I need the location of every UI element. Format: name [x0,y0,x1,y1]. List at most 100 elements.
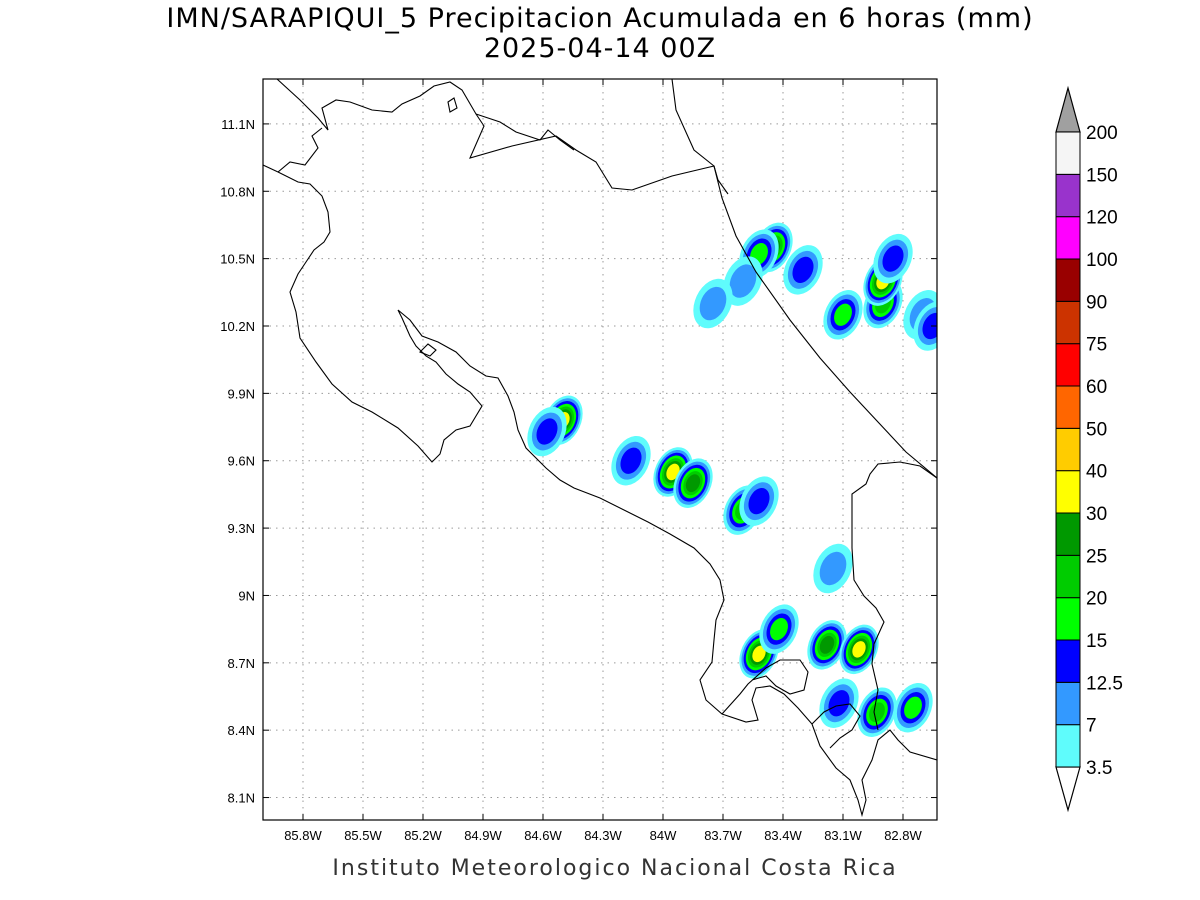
lat-tick-label: 8.4N [228,723,255,738]
map-subtitle-date: 2025-04-14 00Z [483,33,717,64]
colorbar-swatch [1055,343,1081,387]
precip-cell [611,435,651,486]
precip-cell [673,458,713,508]
colorbar-swatch [1055,597,1081,641]
lat-tick-label: 9N [238,588,255,603]
colorbar-label: 60 [1086,377,1107,398]
precip-cell [759,604,799,654]
lon-tick-label: 84.9W [464,828,502,843]
precip-cell [693,278,733,329]
precip-contour [882,245,904,272]
colorbar-label: 120 [1086,208,1118,229]
precip-cell [857,687,897,737]
precip-contour [536,418,558,445]
precip-cell [723,256,763,306]
colorbar-swatch [1055,681,1081,726]
map-title: IMN/SARAPIQUI_5 Precipitacion Acumulada … [166,3,1034,34]
lat-tick-label: 10.8N [220,184,255,199]
colorbar-swatch [1055,470,1081,514]
lon-tick-label: 83.1W [824,828,862,843]
precip-contour [792,256,814,284]
precip-cell [739,476,779,526]
colorbar-swatch [1055,385,1081,429]
lat-tick-label: 9.9N [228,386,255,401]
colorbar-label: 25 [1086,546,1107,567]
colorbar-swatch [1055,512,1081,556]
precip-contour [869,702,885,723]
credit-footer: Instituto Meteorologico Nacional Costa R… [332,856,898,881]
precip-contour [620,447,642,474]
precip-cell [819,678,859,728]
precip-cell [839,624,879,675]
lat-tick-label: 9.3N [228,521,255,536]
lat-tick-label: 8.7N [228,656,255,671]
colorbar-label: 100 [1086,250,1118,271]
precip-contour [819,635,835,654]
colorbar-swatch [1055,300,1081,345]
panama-border [851,461,937,731]
nicaragua-border [276,79,729,195]
colorbar-swatch [1055,216,1081,260]
colorbar-swatch [1055,639,1081,683]
precip-cell [807,620,847,670]
colorbar-label: 90 [1086,292,1107,313]
precip-contour [752,645,766,663]
lat-tick-label: 9.6N [228,454,255,469]
caribbean-coast [475,79,937,479]
lon-tick-label: 85.5W [344,828,382,843]
precip-cell [783,245,823,295]
lon-tick-label: 82.8W [884,828,922,843]
precip-cell [813,543,853,594]
colorbar-label: 20 [1086,589,1107,610]
precip-contour [852,641,866,658]
colorbar-label: 3.5 [1086,758,1112,779]
precip-cell [873,233,913,284]
lat-tick-label: 8.1N [228,791,255,806]
colorbar-swatch [1055,258,1081,302]
colorbar-label: 7 [1086,716,1097,737]
osa-peninsula [721,659,809,715]
colorbar-label: 75 [1086,335,1107,356]
lon-tick-label: 84W [650,828,677,843]
colorbar-swatch [1055,554,1081,599]
lon-tick-label: 85.2W [404,828,442,843]
lat-tick-label: 10.5N [220,252,255,267]
precip-contour [666,463,680,481]
precip-contour [729,264,757,298]
colorbar-bottom-arrow [1055,766,1081,813]
colorbar-swatch [1055,173,1081,218]
colorbar-label: 30 [1086,504,1107,525]
precip-cell [527,406,567,457]
map-axes: 85.8W 85.5W 85.2W 84.9W 84.6W 84.3W 84W 83.7W 83… [220,79,937,843]
pacific-coast [263,127,937,818]
golfito-inlet [811,703,861,749]
precip-contour [828,690,850,717]
lon-tick-label: 85.8W [284,828,322,843]
precip-contour [748,488,770,515]
lat-tick-label: 11.1N [221,117,255,132]
lon-tick-label: 84.6W [524,828,562,843]
map-frame [262,78,938,821]
colorbar-top-arrow [1055,85,1081,133]
colorbar-label: 12.5 [1086,673,1123,694]
colorbar-label: 15 [1086,631,1107,652]
colorbar-swatch [1055,427,1081,472]
precip-contour [699,286,727,321]
colorbar-label: 40 [1086,462,1107,483]
precip-cell [823,290,863,340]
colorbar-label: 200 [1086,123,1118,144]
precip-contour [685,474,701,493]
colorbar-label: 150 [1086,165,1118,186]
precip-contour [819,551,847,586]
colorbar-swatch [1055,131,1081,175]
lon-tick-label: 84.3W [584,828,622,843]
precip-contour [904,696,922,719]
lon-tick-label: 83.7W [704,828,742,843]
colorbar-legend: 3.5 7 12.5 15 20 25 30 40 50 60 75 90 100 120 150 200 [1055,85,1123,813]
precip-contour [770,618,788,641]
lat-tick-label: 10.2N [220,319,255,334]
coastline-layer [263,79,937,818]
colorbar-swatch [1055,724,1081,768]
precip-contour [834,303,852,326]
